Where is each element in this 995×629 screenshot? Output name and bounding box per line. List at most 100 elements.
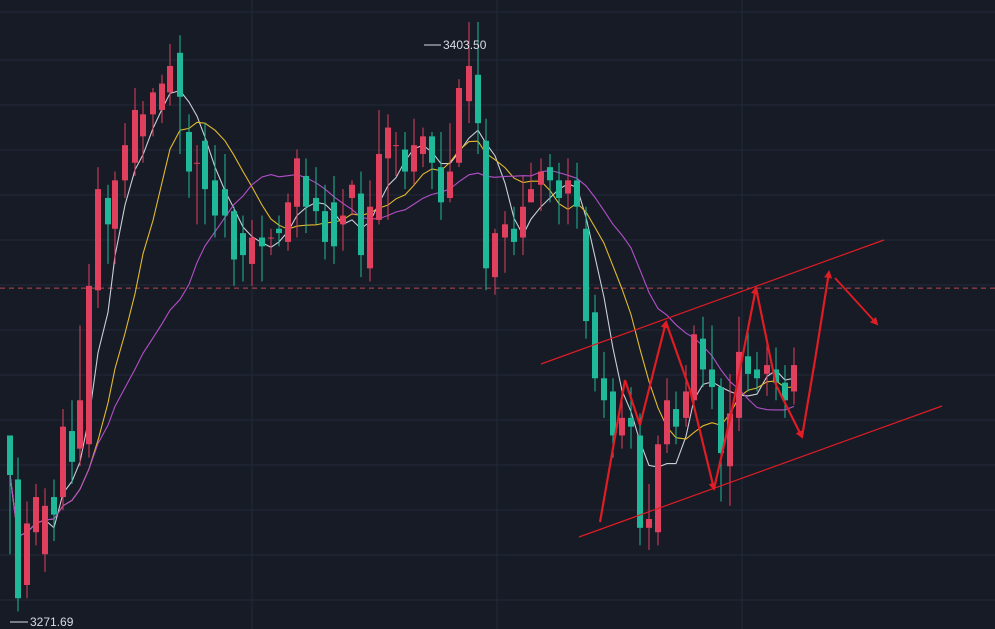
candle-body: [664, 400, 670, 445]
candle-up: [764, 338, 770, 396]
candle-body: [754, 369, 760, 379]
candle-down: [15, 457, 21, 612]
candle-body: [177, 52, 183, 97]
candle-body: [194, 162, 200, 164]
candle-down: [438, 131, 444, 220]
candle-up: [249, 219, 255, 286]
candle-down: [511, 206, 517, 256]
candle-body: [691, 334, 697, 401]
candle-body: [159, 83, 165, 110]
candle-body: [42, 505, 48, 555]
candle-down: [313, 167, 319, 225]
candle-up: [60, 409, 66, 511]
candle-up: [340, 189, 346, 251]
candle-up: [538, 158, 544, 212]
candle-body: [447, 171, 453, 198]
candle-body: [736, 351, 742, 418]
candle-body: [456, 87, 462, 163]
candle-up: [683, 365, 689, 427]
candle-up: [376, 109, 382, 225]
candle-body: [619, 417, 625, 436]
candle-down: [637, 413, 643, 546]
candle-up: [655, 435, 661, 546]
candle-body: [276, 228, 282, 234]
candle-body: [24, 523, 30, 586]
zigzag-segment-10: [800, 359, 817, 438]
candle-body: [628, 417, 634, 427]
candle-down: [556, 162, 562, 225]
candle-up: [159, 74, 165, 124]
zigzag-segment-7: [730, 286, 759, 411]
candle-body: [376, 153, 382, 220]
candle-layer: [7, 21, 797, 612]
candle-up: [520, 175, 526, 256]
candle-body: [303, 175, 309, 207]
candle-body: [15, 479, 21, 599]
candle-body: [167, 65, 173, 93]
candle-down: [583, 206, 589, 339]
zigzag-segment-3: [638, 320, 669, 426]
zigzag-segment-1: [598, 379, 627, 523]
candle-body: [673, 409, 679, 427]
candle-body: [313, 197, 319, 212]
candle-up: [393, 131, 399, 176]
candle-down: [592, 294, 598, 392]
candle-up: [194, 145, 200, 225]
candle-body: [492, 233, 498, 278]
candle-up: [42, 488, 48, 572]
candle-up: [122, 123, 128, 198]
candle-up: [294, 149, 300, 238]
candle-body: [520, 206, 526, 238]
candle-down: [331, 175, 337, 264]
candle-up: [502, 211, 508, 273]
candle-down: [475, 21, 481, 154]
candle-body: [331, 202, 337, 247]
candle-body: [122, 145, 128, 181]
candle-body: [231, 211, 237, 260]
candle-down: [69, 400, 75, 484]
candle-body: [420, 136, 426, 154]
candle-down: [212, 145, 218, 238]
candle-body: [791, 365, 797, 392]
candle-up: [411, 118, 417, 185]
candle-up: [492, 228, 498, 295]
candle-body: [340, 215, 346, 225]
candle-up: [285, 193, 291, 251]
candle-body: [700, 338, 706, 370]
candle-body: [285, 202, 291, 242]
annotation-layer: [540, 239, 943, 538]
zigzag-segment-5: [688, 389, 717, 491]
candle-down: [358, 171, 364, 278]
candle-body: [764, 365, 770, 374]
candle-down: [7, 435, 13, 555]
candle-body: [411, 145, 417, 172]
candle-body: [322, 211, 328, 242]
candle-down: [673, 391, 679, 445]
candle-down: [51, 479, 57, 542]
candle-body: [646, 519, 652, 528]
candle-body: [385, 127, 391, 159]
candle-down: [574, 162, 580, 229]
candle-body: [240, 233, 246, 256]
candle-body: [727, 413, 733, 467]
candle-body: [358, 193, 364, 256]
candle-down: [231, 206, 237, 286]
zigzag-segment-8: [754, 287, 778, 386]
candle-body: [150, 92, 156, 115]
candle-body: [33, 497, 39, 533]
candle-body: [367, 206, 373, 269]
candle-body: [475, 74, 481, 124]
candle-body: [393, 145, 399, 147]
candle-up: [24, 501, 30, 599]
candle-body: [86, 285, 92, 445]
candle-up: [466, 21, 472, 124]
candle-down: [259, 215, 265, 282]
candle-body: [60, 426, 66, 498]
candle-down: [745, 329, 751, 392]
candle-up: [349, 180, 355, 216]
candle-body: [140, 114, 146, 137]
candle-body: [574, 180, 580, 207]
candle-body: [268, 237, 274, 239]
candle-body: [202, 140, 208, 190]
